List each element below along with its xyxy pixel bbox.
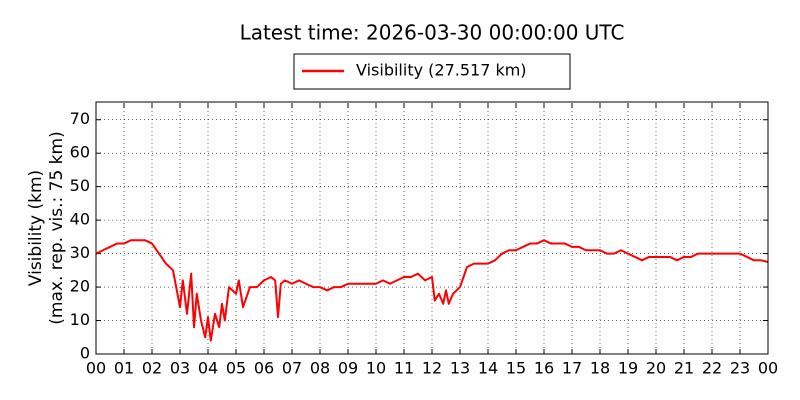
y-tick-label: 0 (80, 344, 90, 363)
y-tick-label: 30 (70, 243, 90, 262)
x-tick-label: 22 (702, 359, 722, 378)
x-tick-label: 08 (310, 359, 330, 378)
y-tick-label: 70 (70, 109, 90, 128)
data-line (95, 239, 769, 342)
x-tick-label: 05 (226, 359, 246, 378)
y-tick-label: 60 (70, 143, 90, 162)
x-tick-label: 19 (618, 359, 638, 378)
x-tick-label: 00 (86, 359, 106, 378)
x-tick-label: 10 (366, 359, 386, 378)
x-tick-label: 23 (730, 359, 750, 378)
plot-frame (95, 101, 769, 355)
legend-label: Visibility (27.517 km) (356, 61, 527, 80)
x-tick-label: 18 (590, 359, 610, 378)
x-tick-label: 17 (562, 359, 582, 378)
x-tick-label: 00 (758, 359, 778, 378)
x-tick-label: 20 (646, 359, 666, 378)
x-tick-label: 07 (282, 359, 302, 378)
x-tick-label: 16 (534, 359, 554, 378)
x-tick-label: 04 (198, 359, 218, 378)
x-tick-label: 06 (254, 359, 274, 378)
x-tick-label: 11 (394, 359, 414, 378)
x-tick-label: 15 (506, 359, 526, 378)
x-tick-label: 03 (170, 359, 190, 378)
y-axis-label: (max. rep. vis.: 75 km) (47, 131, 67, 324)
y-tick-label: 10 (70, 310, 90, 329)
x-tick-label: 02 (142, 359, 162, 378)
y-axis-label: Visibility (km) (26, 170, 46, 286)
x-tick-label: 14 (478, 359, 498, 378)
y-tick-label: 40 (70, 210, 90, 229)
chart-title: Latest time: 2026-03-30 00:00:00 UTC (240, 21, 625, 45)
x-tick-label: 01 (114, 359, 134, 378)
x-tick-label: 12 (422, 359, 442, 378)
x-tick-label: 21 (674, 359, 694, 378)
x-tick-label: 09 (338, 359, 358, 378)
y-tick-label: 20 (70, 277, 90, 296)
x-tick-label: 13 (450, 359, 470, 378)
y-tick-label: 50 (70, 176, 90, 195)
